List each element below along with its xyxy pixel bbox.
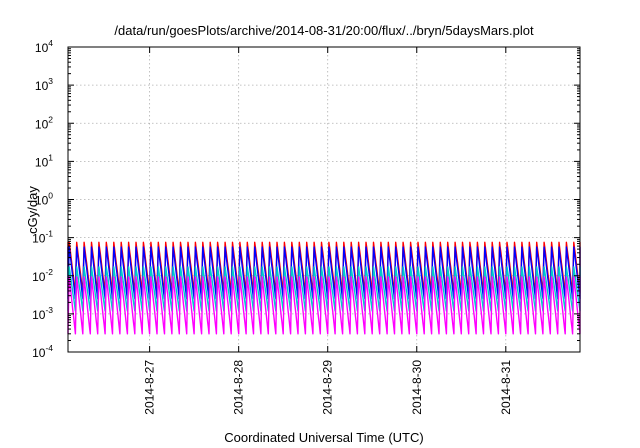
y-tick-label: 10-4 [32, 343, 53, 360]
series-line [67, 266, 581, 312]
y-tick-label: 100 [35, 191, 53, 208]
series-line [67, 276, 581, 335]
x-tick-label: 2014-8-30 [410, 360, 424, 415]
y-tick-label: 101 [35, 152, 53, 169]
y-tick-label: 103 [35, 76, 53, 93]
x-axis-ticks: 2014-8-27 2014-8-28 2014-8-29 2014-8-30 2014… [143, 47, 513, 415]
y-axis-ticks: 10-4 10-3 10-2 10-1 100 101 102 103 104 [32, 38, 580, 360]
x-tick-label: 2014-8-27 [143, 360, 157, 415]
x-tick-label: 2014-8-31 [499, 360, 513, 415]
series-line [67, 246, 581, 300]
y-tick-label: 10-1 [32, 229, 53, 246]
series-area [67, 241, 581, 335]
x-axis-label: Coordinated Universal Time (UTC) [224, 430, 423, 445]
x-tick-label: 2014-8-29 [321, 360, 335, 415]
y-axis-label: cGy/day [25, 186, 40, 234]
y-tick-label: 10-3 [32, 305, 53, 322]
y-tick-label: 102 [35, 114, 53, 131]
y-tick-label: 10-2 [32, 267, 53, 284]
chart-title: /data/run/goesPlots/archive/2014-08-31/2… [114, 23, 534, 38]
grid-lines [68, 47, 580, 352]
y-tick-label: 104 [35, 38, 53, 55]
x-tick-label: 2014-8-28 [232, 360, 246, 415]
